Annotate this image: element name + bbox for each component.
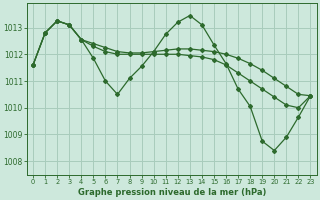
X-axis label: Graphe pression niveau de la mer (hPa): Graphe pression niveau de la mer (hPa) bbox=[77, 188, 266, 197]
